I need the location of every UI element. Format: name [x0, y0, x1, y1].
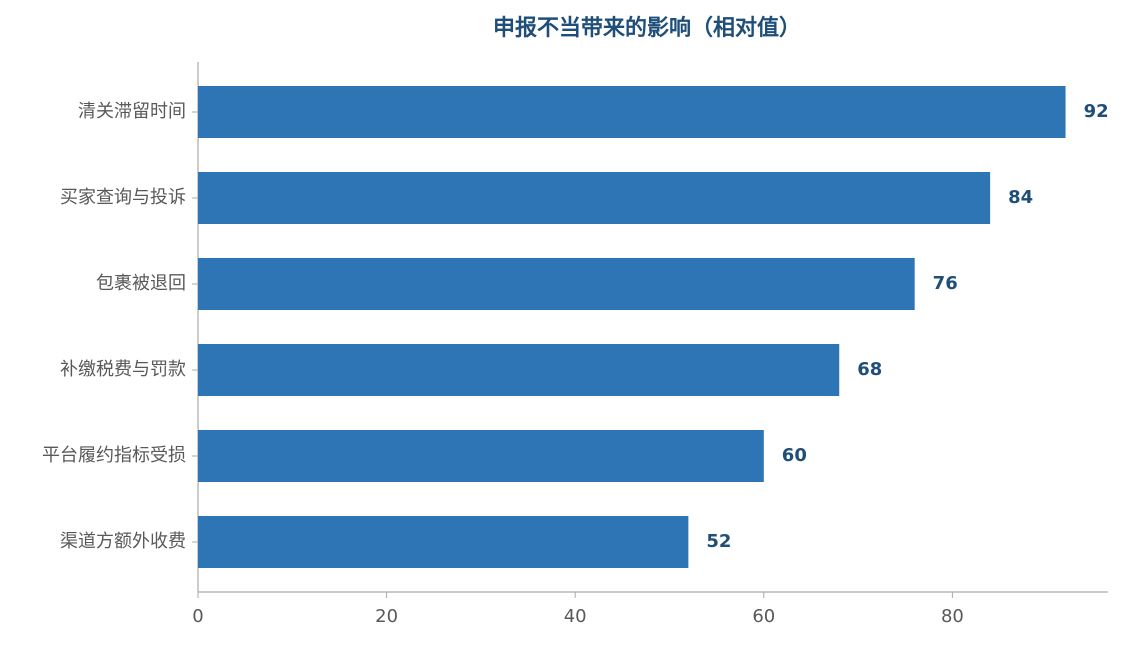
chart-title: 申报不当带来的影响（相对值） [493, 15, 801, 41]
y-tick-label: 清关滞留时间 [78, 101, 186, 122]
y-tick-label: 补缴税费与罚款 [60, 359, 186, 380]
bar [198, 86, 1066, 138]
value-label: 60 [782, 445, 807, 466]
y-tick-label: 平台履约指标受损 [42, 445, 186, 466]
x-tick-label: 60 [752, 606, 775, 627]
y-tick-label: 买家查询与投诉 [60, 187, 186, 208]
value-label: 76 [933, 273, 958, 294]
value-label: 52 [706, 531, 731, 552]
y-tick-label: 包裹被退回 [96, 273, 186, 294]
x-tick-label: 80 [941, 606, 964, 627]
x-tick-label: 20 [375, 606, 398, 627]
bar [198, 430, 764, 482]
value-label: 68 [857, 359, 882, 380]
bar [198, 258, 915, 310]
bar [198, 516, 689, 568]
bar [198, 172, 991, 224]
y-tick-label: 渠道方额外收费 [60, 531, 186, 552]
value-label: 84 [1008, 187, 1033, 208]
value-label: 92 [1084, 101, 1109, 122]
bar [198, 344, 840, 396]
x-tick-label: 40 [564, 606, 587, 627]
x-tick-label: 0 [192, 606, 203, 627]
